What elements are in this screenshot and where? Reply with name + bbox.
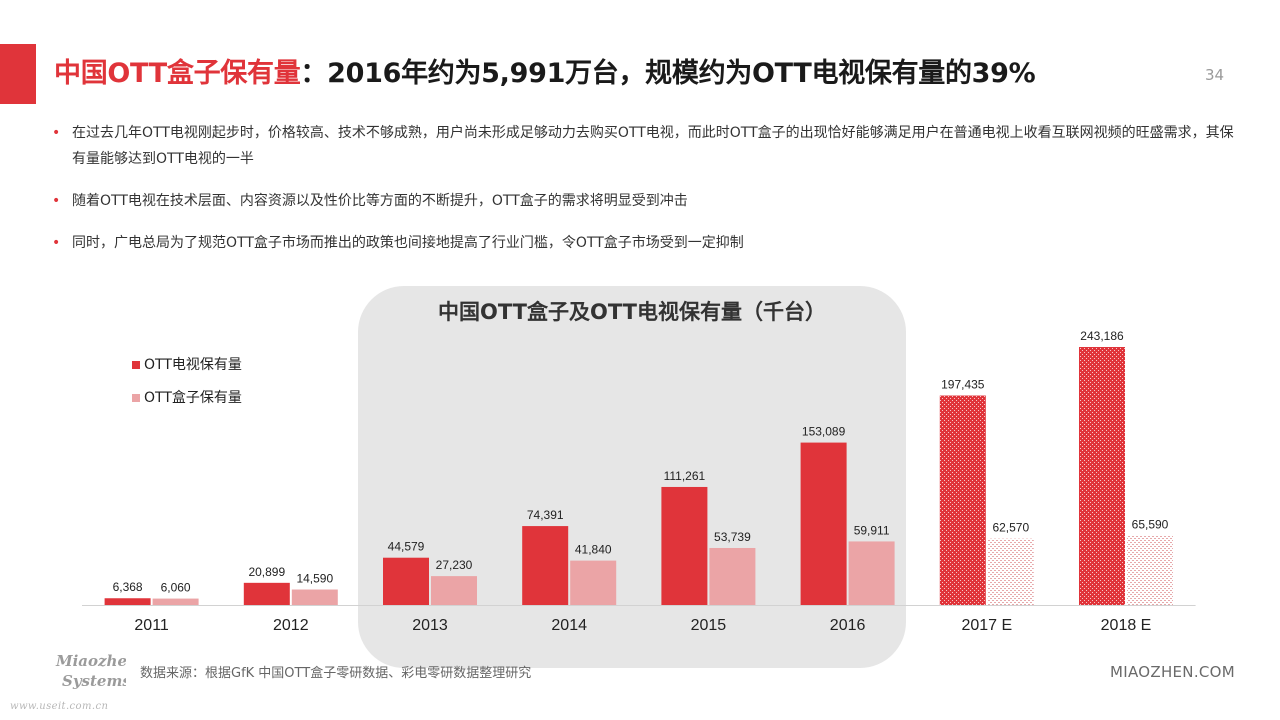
- bar-ott-tv-6: [939, 395, 986, 605]
- bar-ott-tv-3: [522, 526, 569, 605]
- x-tick-label-1: 2012: [273, 617, 309, 634]
- title-rest: ：2016年约为5,991万台，规模约为OTT电视保有量的39%: [300, 58, 1036, 89]
- bar-ott-tv-1: [243, 582, 290, 605]
- x-tick-label-4: 2015: [691, 617, 727, 634]
- data-label-ott-tv-5: 153,089: [802, 425, 846, 439]
- title-accent-bar: [0, 44, 36, 104]
- bullet-text: 同时，广电总局为了规范OTT盒子市场而推出的政策也间接地提高了行业门槛，令OTT…: [72, 235, 744, 251]
- bullet-item: • 在过去几年OTT电视刚起步时，价格较高、技术不够成熟，用户尚未形成足够动力去购…: [52, 120, 1242, 172]
- bullet-item: • 随着OTT电视在技术层面、内容资源以及性价比等方面的不断提升，OTT盒子的需求…: [52, 188, 1242, 214]
- bar-ott-box-4: [709, 547, 756, 605]
- logo-line2: Systems: [62, 672, 126, 690]
- data-label-ott-tv-0: 6,368: [113, 580, 143, 594]
- bar-ott-box-2: [431, 576, 477, 605]
- data-label-ott-tv-4: 111,261: [664, 469, 706, 483]
- data-label-ott-box-1: 14,590: [296, 572, 333, 586]
- chart-title: 中国OTT盒子及OTT电视保有量（千台）: [438, 300, 826, 324]
- logo-line1: Miaozhen: [55, 652, 126, 670]
- bullet-dot-icon: •: [52, 235, 61, 251]
- site-url: MIAOZHEN.COM: [1110, 663, 1236, 681]
- data-label-ott-box-5: 59,911: [854, 523, 890, 537]
- source-note: 数据来源：根据GfK 中国OTT盒子零研数据、彩电零研数据整理研究: [140, 666, 532, 681]
- bar-ott-tv-5: [800, 442, 847, 605]
- x-tick-label-5: 2016: [830, 617, 866, 634]
- bar-ott-box-7: [1127, 535, 1173, 605]
- legend-item-box: OTT盒子保有量: [132, 387, 242, 409]
- bar-ott-box-1: [291, 589, 338, 605]
- legend-swatch-tv: [132, 361, 140, 369]
- legend-label: OTT电视保有量: [144, 357, 242, 373]
- bullet-text: 在过去几年OTT电视刚起步时，价格较高、技术不够成熟，用户尚未形成足够动力去购买…: [72, 125, 1234, 167]
- bar-ott-tv-4: [661, 486, 708, 605]
- miaozhen-logo: Miaozhen Systems: [55, 652, 126, 690]
- x-tick-label-0: 2011: [134, 617, 169, 634]
- data-label-ott-tv-2: 44,579: [388, 540, 425, 554]
- chart-legend: OTT电视保有量 OTT盒子保有量: [132, 354, 242, 420]
- page-number: 34: [1205, 66, 1225, 84]
- bullet-text: 随着OTT电视在技术层面、内容资源以及性价比等方面的不断提升，OTT盒子的需求将…: [72, 193, 688, 209]
- data-label-ott-box-6: 62,570: [992, 521, 1029, 535]
- x-tick-label-3: 2014: [551, 617, 587, 634]
- bar-ott-box-0: [152, 598, 199, 605]
- bar-ott-box-3: [570, 560, 617, 605]
- x-tick-label-6: 2017 E: [961, 617, 1012, 634]
- data-label-ott-tv-3: 74,391: [527, 508, 564, 522]
- bullet-item: • 同时，广电总局为了规范OTT盒子市场而推出的政策也间接地提高了行业门槛，令OT…: [52, 230, 1242, 256]
- bullet-dot-icon: •: [52, 193, 61, 209]
- data-label-ott-box-7: 65,590: [1132, 517, 1169, 531]
- legend-item-tv: OTT电视保有量: [132, 354, 242, 376]
- bar-ott-box-6: [987, 538, 1034, 605]
- data-label-ott-tv-1: 20,899: [248, 565, 285, 579]
- data-label-ott-box-2: 27,230: [436, 558, 473, 572]
- bullet-dot-icon: •: [52, 125, 61, 141]
- legend-swatch-box: [132, 394, 140, 402]
- bullet-list: • 在过去几年OTT电视刚起步时，价格较高、技术不够成熟，用户尚未形成足够动力去购…: [52, 120, 1242, 272]
- bar-ott-tv-7: [1079, 347, 1125, 605]
- x-tick-label-2: 2013: [412, 617, 448, 634]
- data-label-ott-tv-6: 197,435: [941, 378, 985, 392]
- bar-ott-tv-2: [383, 557, 429, 605]
- bar-ott-box-5: [848, 541, 895, 605]
- title-highlight: 中国OTT盒子保有量: [54, 58, 301, 89]
- watermark: www.useit.com.cn: [10, 701, 109, 712]
- legend-label: OTT盒子保有量: [144, 390, 242, 406]
- data-label-ott-tv-7: 243,186: [1080, 329, 1124, 343]
- page-title: 中国OTT盒子保有量：2016年约为5,991万台，规模约为OTT电视保有量的3…: [54, 50, 1036, 98]
- bar-ott-tv-0: [104, 598, 151, 605]
- data-label-ott-box-4: 53,739: [714, 530, 751, 544]
- data-label-ott-box-3: 41,840: [575, 543, 612, 557]
- x-tick-label-7: 2018 E: [1101, 617, 1152, 634]
- data-label-ott-box-0: 6,060: [161, 581, 191, 595]
